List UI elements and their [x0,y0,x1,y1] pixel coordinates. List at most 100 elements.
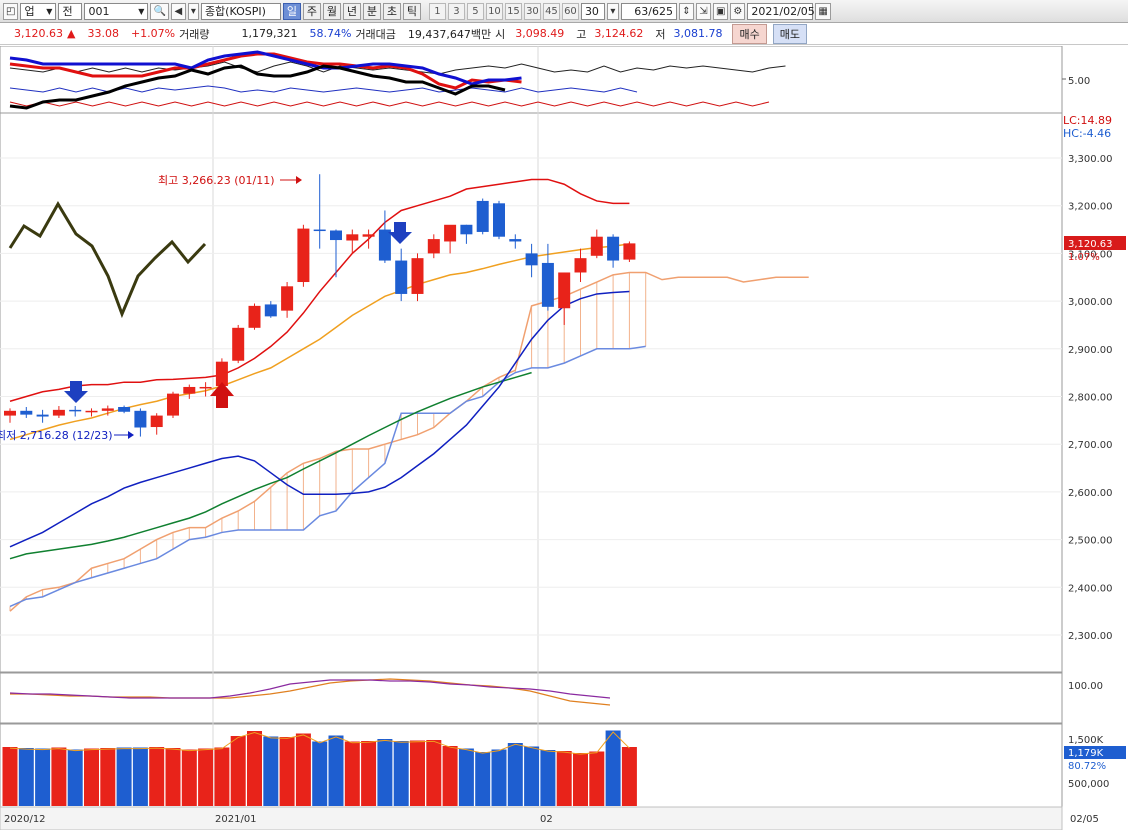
volume-bar [556,751,572,806]
calendar-icon[interactable]: ▦ [815,2,831,20]
sell-button[interactable]: 매도 [772,23,807,44]
chevron-down-icon: ▼ [138,6,145,16]
zoom-in-icon[interactable]: ⇕ [678,2,694,20]
tab-tick[interactable]: 틱 [402,2,421,20]
candle-body [411,258,424,294]
interval-10[interactable]: 10 [485,2,503,20]
candle-body [313,229,326,232]
gear-icon[interactable]: ⚙ [730,2,746,20]
candle-body [346,234,359,241]
tab-day[interactable]: 일 [282,2,301,20]
price-tag-text: 3,120.63 [1068,239,1113,250]
date-label: 02 [540,814,553,825]
tab-year[interactable]: 년 [342,2,361,20]
count-field[interactable]: 63/625 [620,2,677,20]
volume-bar [475,752,491,806]
search-icon[interactable]: 🔍 [150,2,169,20]
volume-percent: 58.74% [309,27,352,40]
window-icon[interactable]: ◰ [3,2,19,20]
volume-value: 1,179,321 [241,27,298,40]
interval-15[interactable]: 15 [504,2,522,20]
interval-3[interactable]: 3 [447,2,465,20]
candle-body [20,410,33,415]
tab-week[interactable]: 주 [302,2,321,20]
candle-body [558,272,571,309]
candle-body [199,386,212,389]
tab-minute[interactable]: 분 [362,2,381,20]
speaker-icon[interactable]: ◀ [170,2,186,20]
candle-body [281,286,294,311]
volume-bar [2,747,18,806]
candle-body [574,258,587,273]
open-label: 시 [495,27,506,41]
chevron-down-icon[interactable]: ▾ [187,2,199,20]
candle-body [232,327,245,361]
lc-label: LC:14.89 [1063,114,1112,127]
code-input[interactable]: 001 ▼ [84,2,149,20]
tab-second[interactable]: 초 [382,2,401,20]
price-tick-label: 2,400.00 [1068,583,1113,594]
inset-line [8,201,207,319]
price-tick-label: 2,300.00 [1068,631,1113,642]
vol-axis-tick: 1,500K [1068,735,1104,746]
volume-bar [51,747,67,806]
buy-button[interactable]: 매수 [732,23,767,44]
cross-arrows-icon[interactable]: ⇲ [695,2,711,20]
candle-body [264,304,277,317]
chart-area[interactable]: 최고 3,266.23 (01/11) 최저 2,716.28 (12/23) … [0,46,1128,830]
volume-bar [393,741,409,806]
candle-body [427,239,440,254]
date-value: 2021/02/05 [751,4,815,18]
mode-select[interactable]: 전 [58,2,83,20]
volume-bar [312,741,328,806]
count-value: 63 [634,4,649,18]
volume-bar [458,748,474,806]
low-value: 3,081.78 [673,27,723,40]
price-tick-label: 2,700.00 [1068,440,1113,451]
candle-body [150,415,163,428]
volume-bar [247,731,262,806]
tab-month[interactable]: 월 [322,2,341,20]
price-tick-label: 2,500.00 [1068,536,1113,547]
high-annotation: 최고 3,266.23 (01/11) [158,174,275,187]
mode-value: 전 [62,5,73,18]
ma120-line [9,371,532,560]
interval-input-value: 30 [584,4,599,18]
candle-body [460,224,473,235]
low-annotation: 최저 2,716.28 (12/23) [0,429,113,442]
price-tick-label: 3,300.00 [1068,154,1113,165]
amount-value: 19,437,647백만 [407,27,492,41]
volume-bar [230,736,246,806]
interval-30[interactable]: 30 [523,2,541,20]
osc-axis-tick: 100.00 [1068,681,1103,692]
interval-60[interactable]: 60 [561,2,579,20]
top-black-line [9,64,506,110]
volume-bar [573,753,588,806]
candle-body [167,393,179,416]
top-thin-line [9,61,786,75]
chevron-down-icon[interactable]: ▾ [606,2,619,20]
volume-bars [2,730,637,806]
interval-45[interactable]: 45 [542,2,560,20]
volume-bar [67,749,83,806]
interval-1[interactable]: 1 [428,2,446,20]
interval-input[interactable]: 30 [580,2,605,20]
candle-body [590,236,603,256]
candle-body [248,305,261,328]
candlesticks [4,174,636,437]
market-select[interactable]: 업 ▼ [20,2,57,20]
low-arrowhead [128,431,134,439]
volume-bar [116,747,132,806]
interval-5[interactable]: 5 [466,2,484,20]
amount-label: 거래대금 [355,27,396,41]
candle-body [623,243,636,260]
volume-bar [35,748,51,806]
top-axis-tick: 5.00 [1068,76,1090,87]
date-label: 2021/01 [215,814,257,825]
date-field[interactable]: 2021/02/05 [747,2,815,20]
save-icon[interactable]: ▣ [712,2,729,20]
price-tick-label: 3,200.00 [1068,202,1113,213]
high-value: 3,124.62 [594,27,644,40]
price-panel-frame [0,46,1063,673]
candle-body [69,409,82,412]
